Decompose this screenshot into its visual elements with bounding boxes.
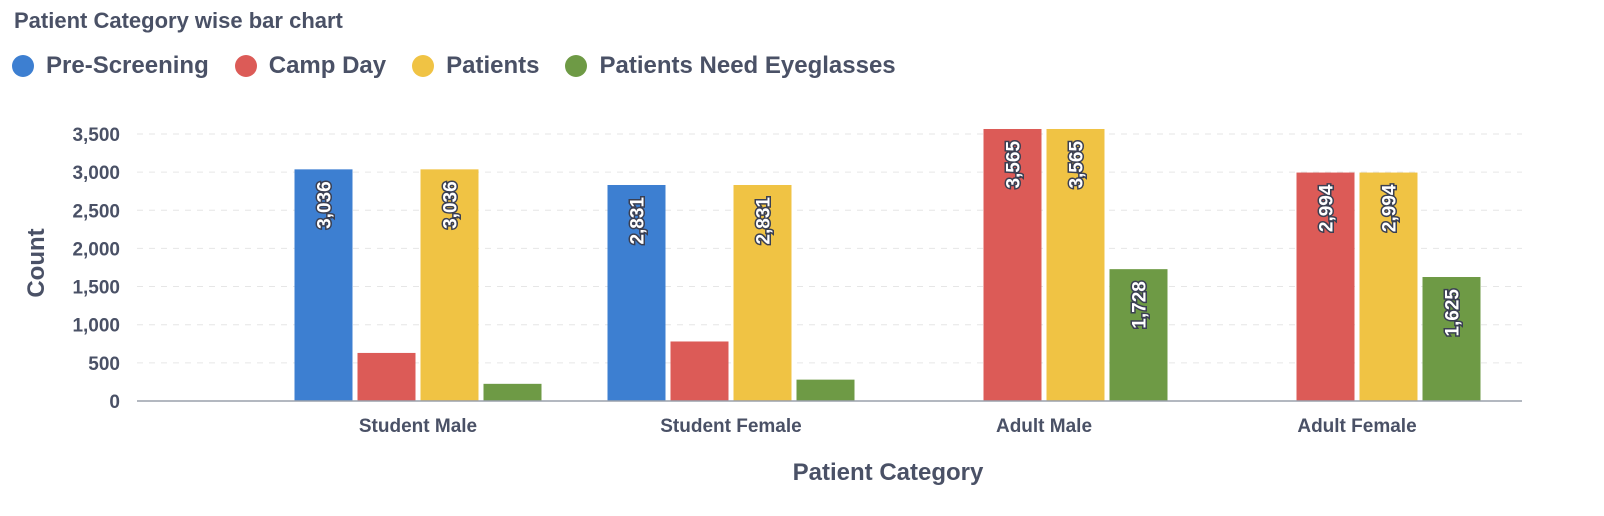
y-tick-label: 3,000 — [72, 163, 120, 184]
bar-patients-adult-male[interactable] — [1046, 128, 1105, 402]
legend-dot-patients-need-eyeglasses — [565, 55, 588, 77]
bar-value-labels: 3,036 3,036 2,831 2,831 3,565 3,565 1,728 2,994… — [313, 139, 1465, 338]
bar-patients-need-eyeglasses-student-female[interactable] — [796, 379, 855, 401]
y-tick-label: 500 — [88, 354, 120, 375]
bar-label-camp-day-adult-male: 3,565 — [1004, 141, 1025, 189]
legend-label-pre-screening: Pre-Screening — [46, 52, 209, 79]
legend-label-camp-day: Camp Day — [268, 52, 387, 79]
bar-pre-screening-student-female[interactable] — [607, 184, 666, 401]
bar-label-patients-student-male: 3,036 — [441, 181, 462, 229]
bar-patients-need-eyeglasses-adult-female[interactable] — [1422, 277, 1481, 401]
bar-patients-adult-female[interactable] — [1359, 172, 1418, 401]
legend-dot-pre-screening — [12, 55, 34, 77]
legend-item-patients[interactable]: Patients — [412, 52, 539, 80]
legend-dot-patients — [412, 55, 435, 77]
x-tick-label-adult-male: Adult Male — [996, 416, 1092, 437]
bar-label-pre-screening-student-male: 3,036 — [315, 181, 336, 229]
chart-title: Patient Category wise bar chart — [14, 8, 343, 33]
x-axis-ticks: Student Male Student Female Adult Male Adul… — [359, 416, 1417, 437]
x-axis-title: Patient Category — [793, 459, 984, 486]
x-tick-label-adult-female: Adult Female — [1297, 416, 1416, 437]
bar-camp-day-adult-male[interactable] — [983, 128, 1042, 402]
bar-camp-day-student-male[interactable] — [357, 352, 416, 401]
y-tick-label: 1,500 — [72, 278, 120, 299]
bar-patients-need-eyeglasses-adult-male[interactable] — [1109, 269, 1168, 401]
bar-label-patients-adult-male: 3,565 — [1067, 141, 1088, 189]
y-tick-label: 3,500 — [72, 125, 120, 146]
bar-label-patients-student-female: 2,831 — [754, 197, 775, 245]
y-tick-label: 1,000 — [72, 316, 120, 337]
x-tick-label-student-male: Student Male — [359, 416, 477, 437]
legend-dot-camp-day — [234, 55, 257, 77]
bar-label-patients-need-eyeglasses-adult-female: 1,625 — [1443, 289, 1464, 337]
bars — [294, 128, 1481, 402]
legend-item-pre-screening[interactable]: Pre-Screening — [12, 52, 209, 80]
legend: Pre-Screening Camp Day Patients Patients… — [12, 52, 896, 80]
bar-patients-student-female[interactable] — [733, 184, 792, 401]
y-tick-label: 0 — [109, 392, 120, 413]
y-tick-label: 2,000 — [72, 239, 120, 260]
bar-label-patients-adult-female: 2,994 — [1380, 184, 1401, 232]
legend-label-patients-need-eyeglasses: Patients Need Eyeglasses — [599, 52, 896, 79]
legend-item-patients-need-eyeglasses[interactable]: Patients Need Eyeglasses — [565, 52, 896, 80]
legend-item-camp-day[interactable]: Camp Day — [234, 52, 387, 80]
y-axis-ticks: 0 500 1,000 1,500 2,000 2,500 3,000 3,500 — [72, 125, 120, 413]
bar-pre-screening-student-male[interactable] — [294, 169, 353, 401]
y-tick-label: 2,500 — [72, 201, 120, 222]
bar-camp-day-student-female[interactable] — [670, 341, 729, 401]
bar-label-patients-need-eyeglasses-adult-male: 1,728 — [1130, 281, 1151, 329]
legend-label-patients: Patients — [446, 52, 540, 79]
bar-patients-student-male[interactable] — [420, 169, 479, 401]
y-axis-title: Count — [23, 228, 50, 297]
bar-label-camp-day-adult-female: 2,994 — [1317, 184, 1338, 232]
x-tick-label-student-female: Student Female — [660, 416, 801, 437]
bar-label-pre-screening-student-female: 2,831 — [628, 197, 649, 245]
bar-camp-day-adult-female[interactable] — [1296, 172, 1355, 401]
bar-patients-need-eyeglasses-student-male[interactable] — [483, 383, 542, 401]
